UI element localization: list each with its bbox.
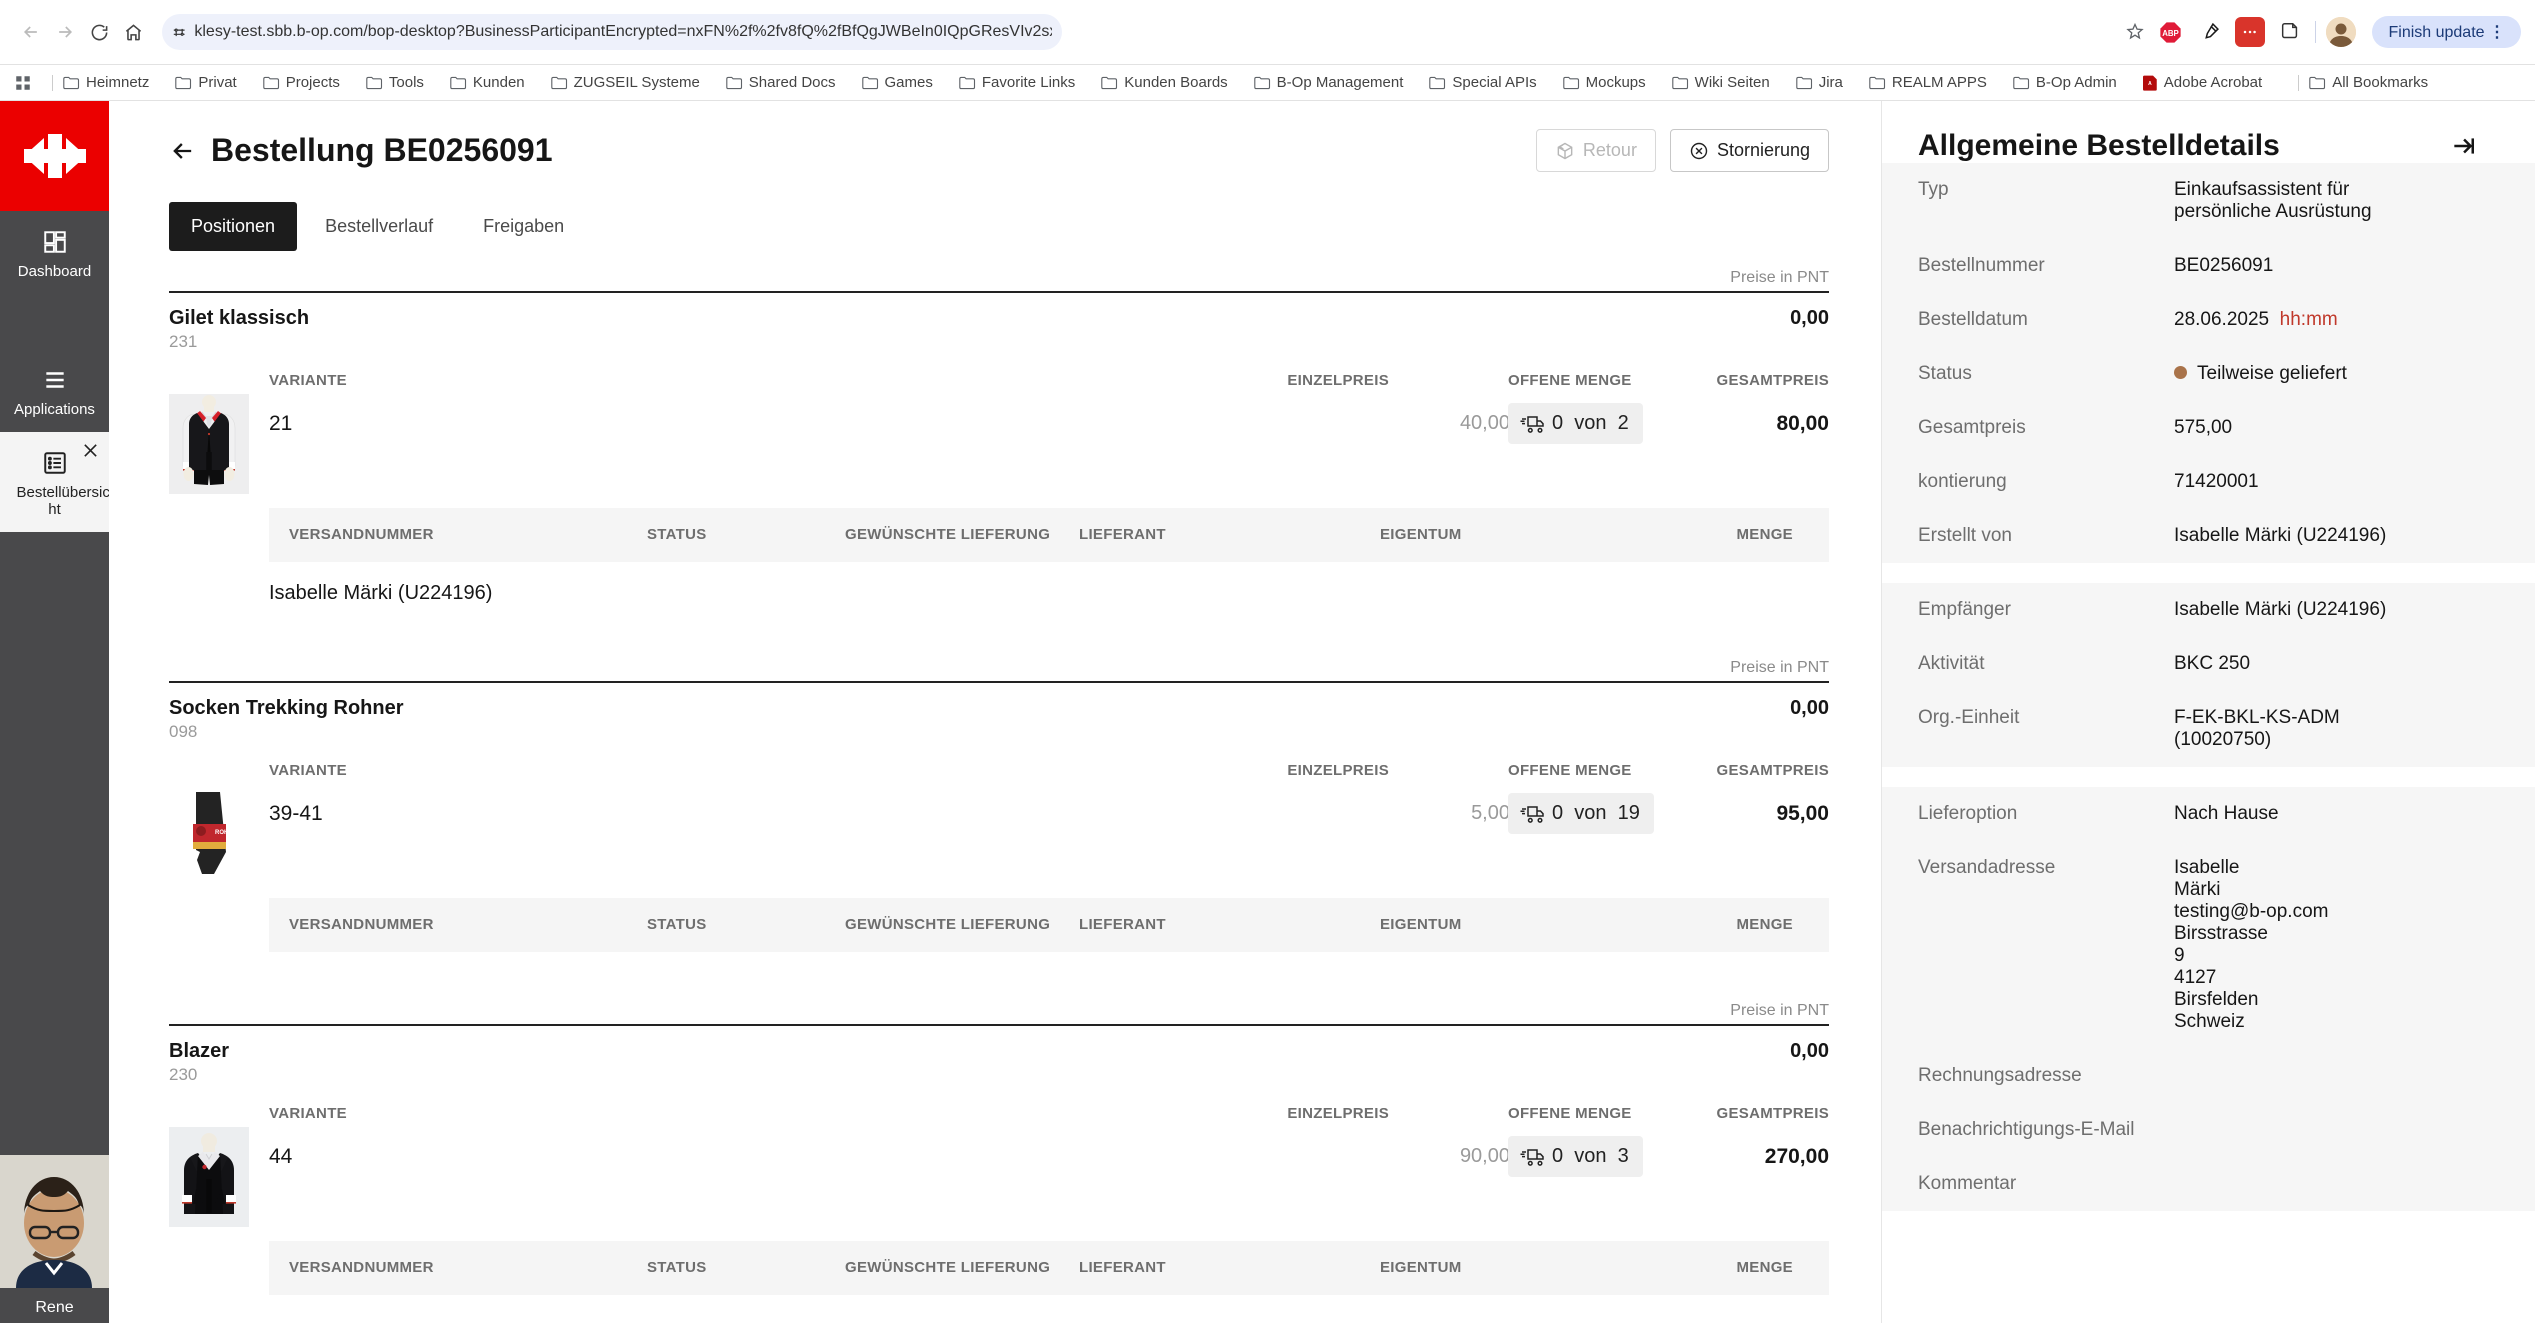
svg-text:A: A: [2148, 81, 2152, 87]
svg-text:ROHNER: ROHNER: [215, 830, 242, 836]
svg-text:ABP: ABP: [2162, 29, 2179, 38]
